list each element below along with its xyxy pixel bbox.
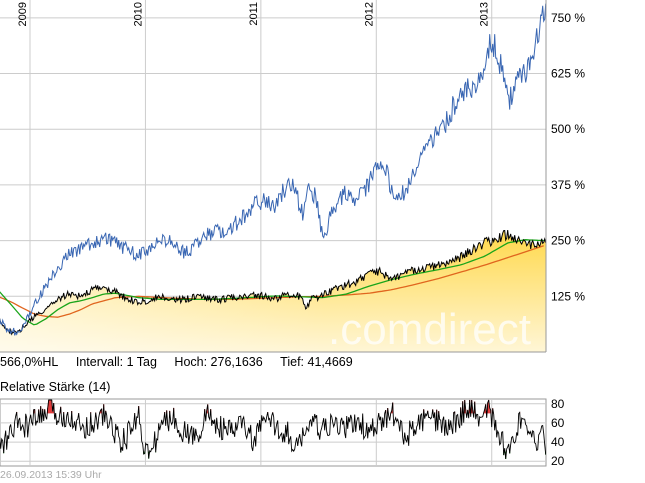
rsi-tick-label: 40 (551, 435, 565, 449)
rsi-tick-label: 80 (551, 397, 565, 411)
percent-tick-label: 500 % (551, 122, 585, 136)
year-tick-label: 2009 (17, 2, 29, 26)
rsi-tick-labels: 80 60 40 20 (551, 397, 565, 468)
long-moving-average-line (0, 245, 544, 318)
low-value: Tief: 41,4669 (280, 355, 353, 369)
price-line (0, 229, 546, 336)
series-layer (0, 3, 546, 336)
comdirect-watermark: .comdirect (328, 305, 531, 354)
info-bar: 566,0%HL Intervall: 1 Tag Hoch: 276,1636… (0, 355, 560, 371)
rsi-frame (0, 398, 547, 467)
rsi-layer (0, 399, 546, 460)
interval-value: Intervall: 1 Tag (75, 355, 157, 369)
rsi-tick-label: 60 (551, 416, 565, 430)
percent-tick-labels: 750 % 625 % 500 % 375 % 250 % 125 % (551, 11, 585, 303)
percent-tick-label: 375 % (551, 178, 585, 192)
rsi-tick-label: 20 (551, 454, 565, 468)
percent-tick-label: 125 % (551, 289, 585, 303)
short-moving-average-line (0, 239, 544, 326)
percent-tick-label: 250 % (551, 234, 585, 248)
percent-tick-label: 625 % (551, 67, 585, 81)
rsi-line (0, 399, 546, 460)
year-tick-label: 2013 (479, 2, 491, 26)
comparison-line (0, 3, 546, 336)
hl-value: 566,0%HL (0, 355, 59, 369)
index-area-fade (0, 230, 546, 352)
year-tick-label: 2010 (132, 2, 144, 26)
year-tick-label: 2012 (363, 2, 375, 26)
price-chart: .comdirect 2009 2010 2011 2012 2013 750 % 625… (0, 0, 585, 354)
rsi-title: Relative Stärke (14) (0, 380, 111, 394)
rsi-chart: 80 60 40 20 (0, 397, 565, 468)
percent-tick-label: 750 % (551, 11, 585, 25)
high-value: Hoch: 276,1636 (174, 355, 263, 369)
year-tick-label: 2011 (248, 2, 260, 26)
timestamp: 26.09.2013 15:39 Uhr (0, 469, 102, 481)
year-tick-labels: 2009 2010 2011 2012 2013 (17, 2, 491, 26)
